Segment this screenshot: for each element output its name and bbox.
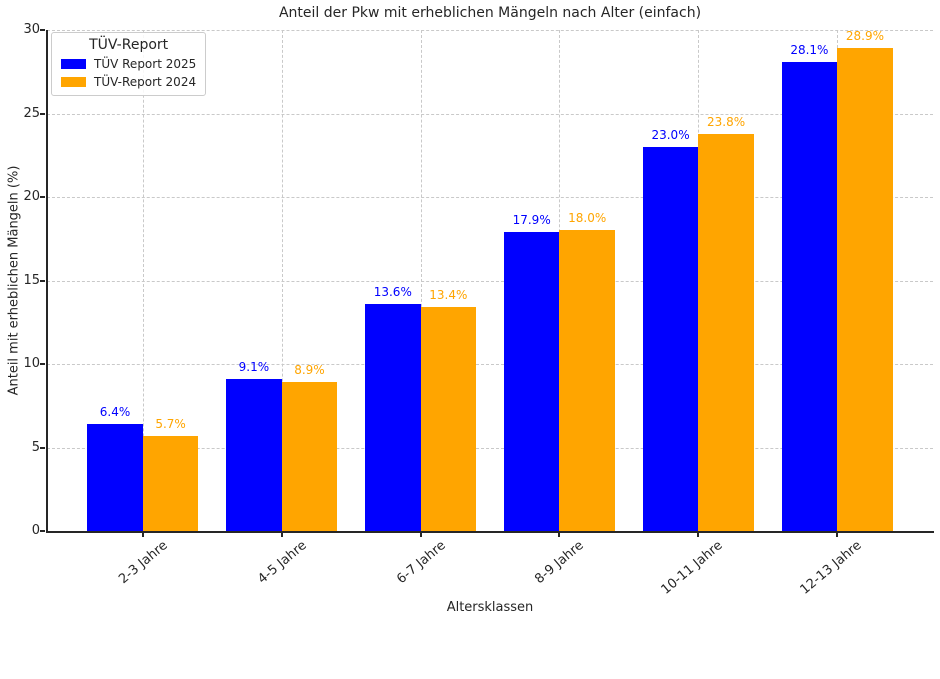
y-tick-mark xyxy=(40,29,45,31)
bar-orange xyxy=(420,307,477,531)
y-tick-mark xyxy=(40,112,45,115)
x-tick-label: 10-11 Jahre xyxy=(658,538,726,598)
legend-entry: TÜV-Report 2024 xyxy=(61,75,196,89)
bar-blue xyxy=(226,379,282,531)
bar-orange xyxy=(837,48,893,531)
gridline-horizontal xyxy=(47,113,933,115)
bar-orange xyxy=(281,382,338,531)
bar-orange xyxy=(559,230,615,531)
gridline-vertical xyxy=(420,30,422,531)
gridline-horizontal xyxy=(47,30,933,31)
chart-title: Anteil der Pkw mit erheblichen Mängeln n… xyxy=(278,5,702,21)
y-tick-mark xyxy=(40,196,45,198)
bar-value-label: 9.1% xyxy=(238,360,270,375)
bar-value-label: 28.1% xyxy=(790,42,829,57)
gridline-horizontal xyxy=(47,364,933,365)
bar-value-label: 18.0% xyxy=(568,211,607,226)
bar-orange xyxy=(142,435,199,531)
y-tick-label: 25 xyxy=(23,105,40,121)
bar-value-label: 23.0% xyxy=(651,127,690,142)
bar-value-label: 8.9% xyxy=(294,363,325,378)
y-tick-label: 10 xyxy=(23,356,40,371)
gridline-horizontal xyxy=(47,447,933,449)
bar-value-label: 17.9% xyxy=(512,213,551,228)
gridline-horizontal xyxy=(47,280,933,282)
y-tick-mark xyxy=(40,446,45,449)
bar-blue xyxy=(642,146,699,531)
y-tick-mark xyxy=(40,363,45,365)
legend-entry-label: TÜV-Report 2024 xyxy=(94,75,197,89)
x-axis-spine xyxy=(46,531,934,533)
bar-blue xyxy=(365,303,421,531)
y-tick-label: 0 xyxy=(31,523,40,538)
bar-value-label: 13.4% xyxy=(429,288,468,303)
gridline-vertical xyxy=(142,30,144,531)
y-tick-label: 15 xyxy=(23,272,40,288)
y-tick-mark xyxy=(40,279,45,282)
x-tick-mark xyxy=(836,532,839,537)
x-tick-mark xyxy=(141,532,144,537)
bar-value-label: 6.4% xyxy=(99,405,131,420)
y-tick-label: 5 xyxy=(31,439,40,455)
x-tick-mark xyxy=(558,532,561,537)
legend-title: TÜV-Report xyxy=(89,37,169,53)
x-tick-label: 12-13 Jahre xyxy=(797,538,865,598)
bar-value-label: 13.6% xyxy=(373,284,412,299)
y-tick-label: 20 xyxy=(23,189,40,204)
legend-entry-label: TÜV Report 2025 xyxy=(94,57,197,71)
legend-items: TÜV Report 2025 TÜV-Report 2024 xyxy=(61,57,196,89)
x-tick-mark xyxy=(280,532,283,537)
bar-value-label: 5.7% xyxy=(155,416,186,431)
gridline-horizontal xyxy=(47,197,933,198)
x-tick-label: 8-9 Jahre xyxy=(532,538,588,588)
legend-swatch-icon xyxy=(61,77,86,87)
legend-swatch-icon xyxy=(61,59,86,69)
legend-entry: TÜV Report 2025 xyxy=(61,57,196,71)
bar-value-label: 23.8% xyxy=(707,114,746,129)
y-tick-label: 30 xyxy=(23,22,40,37)
x-tick-label: 2-3 Jahre xyxy=(116,538,171,588)
x-tick-mark xyxy=(697,532,700,537)
x-tick-mark xyxy=(419,532,422,537)
bar-blue xyxy=(87,424,143,531)
bar-blue xyxy=(781,61,838,531)
y-tick-mark xyxy=(40,530,45,532)
bar-blue xyxy=(503,232,560,531)
x-axis-label: Altersklassen xyxy=(446,600,534,615)
legend: TÜV-Report TÜV Report 2025 TÜV-Report 202… xyxy=(51,32,207,96)
x-tick-label: 6-7 Jahre xyxy=(393,538,449,588)
y-axis-spine xyxy=(46,30,48,533)
plot-area: 6.4% 9.1% 13.6% 17.9% 23.0% 28.1% 5.7% 8.9% 13.4… xyxy=(40,29,933,537)
x-tick-label: 4-5 Jahre xyxy=(254,538,310,588)
bar-value-label: 28.9% xyxy=(845,29,884,44)
bar-orange xyxy=(698,133,754,531)
gridline-vertical xyxy=(281,30,283,531)
